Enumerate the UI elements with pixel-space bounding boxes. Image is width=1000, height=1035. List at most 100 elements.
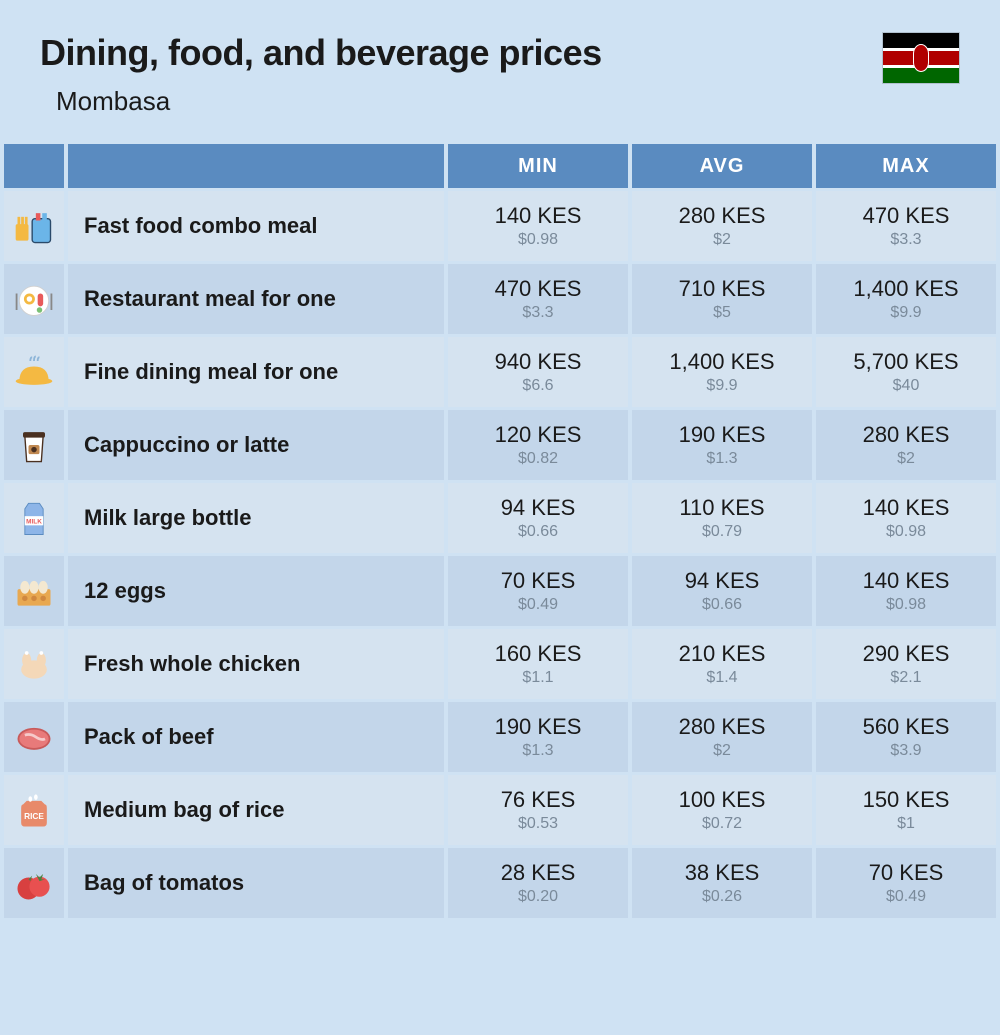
item-name: Restaurant meal for one — [68, 264, 444, 334]
max-kes: 290 KES — [824, 641, 988, 667]
avg-value: 280 KES $2 — [632, 191, 812, 261]
min-usd: $0.66 — [456, 523, 620, 541]
min-kes: 190 KES — [456, 714, 620, 740]
min-kes: 160 KES — [456, 641, 620, 667]
max-kes: 70 KES — [824, 860, 988, 886]
min-value: 70 KES $0.49 — [448, 556, 628, 626]
avg-value: 210 KES $1.4 — [632, 629, 812, 699]
max-usd: $3.3 — [824, 231, 988, 249]
max-kes: 560 KES — [824, 714, 988, 740]
fine-dining-icon — [4, 337, 64, 407]
svg-text:RICE: RICE — [24, 812, 44, 821]
max-usd: $40 — [824, 377, 988, 395]
max-kes: 470 KES — [824, 203, 988, 229]
fast-food-icon — [4, 191, 64, 261]
item-name: Cappuccino or latte — [68, 410, 444, 480]
avg-kes: 100 KES — [640, 787, 804, 813]
avg-kes: 280 KES — [640, 203, 804, 229]
item-name: Fine dining meal for one — [68, 337, 444, 407]
item-name: 12 eggs — [68, 556, 444, 626]
min-kes: 140 KES — [456, 203, 620, 229]
header: Dining, food, and beverage prices Mombas… — [0, 0, 1000, 141]
avg-value: 94 KES $0.66 — [632, 556, 812, 626]
table-header-min: MIN — [448, 144, 628, 188]
min-kes: 120 KES — [456, 422, 620, 448]
max-kes: 280 KES — [824, 422, 988, 448]
avg-usd: $0.26 — [640, 888, 804, 906]
avg-value: 100 KES $0.72 — [632, 775, 812, 845]
min-value: 470 KES $3.3 — [448, 264, 628, 334]
min-usd: $1.3 — [456, 742, 620, 760]
max-value: 70 KES $0.49 — [816, 848, 996, 918]
avg-value: 280 KES $2 — [632, 702, 812, 772]
table-row: MILK Milk large bottle 94 KES $0.66 110 … — [4, 483, 996, 553]
min-value: 120 KES $0.82 — [448, 410, 628, 480]
rice-icon: RICE — [4, 775, 64, 845]
max-usd: $0.49 — [824, 888, 988, 906]
page-title: Dining, food, and beverage prices — [40, 32, 602, 74]
avg-usd: $2 — [640, 742, 804, 760]
item-name: Medium bag of rice — [68, 775, 444, 845]
max-kes: 150 KES — [824, 787, 988, 813]
avg-kes: 94 KES — [640, 568, 804, 594]
avg-kes: 110 KES — [640, 495, 804, 521]
max-usd: $2.1 — [824, 669, 988, 687]
max-value: 290 KES $2.1 — [816, 629, 996, 699]
min-kes: 76 KES — [456, 787, 620, 813]
max-value: 140 KES $0.98 — [816, 483, 996, 553]
max-usd: $2 — [824, 450, 988, 468]
item-name: Pack of beef — [68, 702, 444, 772]
max-value: 560 KES $3.9 — [816, 702, 996, 772]
avg-value: 110 KES $0.79 — [632, 483, 812, 553]
avg-kes: 280 KES — [640, 714, 804, 740]
eggs-icon — [4, 556, 64, 626]
table-header-avg: AVG — [632, 144, 812, 188]
max-usd: $0.98 — [824, 523, 988, 541]
max-value: 150 KES $1 — [816, 775, 996, 845]
table-row: Restaurant meal for one 470 KES $3.3 710… — [4, 264, 996, 334]
min-usd: $0.82 — [456, 450, 620, 468]
beef-icon — [4, 702, 64, 772]
min-usd: $0.98 — [456, 231, 620, 249]
min-value: 28 KES $0.20 — [448, 848, 628, 918]
avg-value: 710 KES $5 — [632, 264, 812, 334]
max-usd: $0.98 — [824, 596, 988, 614]
avg-value: 1,400 KES $9.9 — [632, 337, 812, 407]
min-usd: $0.53 — [456, 815, 620, 833]
min-kes: 470 KES — [456, 276, 620, 302]
max-value: 140 KES $0.98 — [816, 556, 996, 626]
max-kes: 1,400 KES — [824, 276, 988, 302]
price-table: MIN AVG MAX Fast food combo meal 140 KES… — [0, 141, 1000, 921]
kenya-flag-icon — [882, 32, 960, 84]
max-value: 470 KES $3.3 — [816, 191, 996, 261]
table-row: Cappuccino or latte 120 KES $0.82 190 KE… — [4, 410, 996, 480]
table-row: Fast food combo meal 140 KES $0.98 280 K… — [4, 191, 996, 261]
tomato-icon — [4, 848, 64, 918]
max-kes: 5,700 KES — [824, 349, 988, 375]
table-header-icon — [4, 144, 64, 188]
table-row: 12 eggs 70 KES $0.49 94 KES $0.66 140 KE… — [4, 556, 996, 626]
avg-value: 190 KES $1.3 — [632, 410, 812, 480]
min-kes: 70 KES — [456, 568, 620, 594]
avg-usd: $0.66 — [640, 596, 804, 614]
avg-usd: $2 — [640, 231, 804, 249]
min-value: 160 KES $1.1 — [448, 629, 628, 699]
item-name: Milk large bottle — [68, 483, 444, 553]
chicken-icon — [4, 629, 64, 699]
max-usd: $1 — [824, 815, 988, 833]
table-row: RICE Medium bag of rice 76 KES $0.53 100… — [4, 775, 996, 845]
min-usd: $3.3 — [456, 304, 620, 322]
avg-kes: 190 KES — [640, 422, 804, 448]
avg-kes: 1,400 KES — [640, 349, 804, 375]
item-name: Bag of tomatos — [68, 848, 444, 918]
avg-usd: $1.4 — [640, 669, 804, 687]
max-value: 1,400 KES $9.9 — [816, 264, 996, 334]
min-kes: 940 KES — [456, 349, 620, 375]
table-row: Fresh whole chicken 160 KES $1.1 210 KES… — [4, 629, 996, 699]
table-row: Pack of beef 190 KES $1.3 280 KES $2 560… — [4, 702, 996, 772]
restaurant-meal-icon — [4, 264, 64, 334]
avg-usd: $5 — [640, 304, 804, 322]
milk-icon: MILK — [4, 483, 64, 553]
avg-usd: $9.9 — [640, 377, 804, 395]
table-header-name — [68, 144, 444, 188]
